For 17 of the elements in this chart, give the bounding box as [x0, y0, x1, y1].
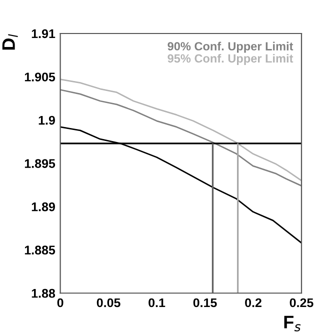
text: 90% Conf. Upper Limit	[168, 42, 294, 53]
text: 95% Conf. Upper Limit	[168, 54, 294, 65]
y-tick-label: 1.895	[24, 159, 56, 168]
y-tick-label: 1.885	[24, 246, 56, 255]
y-tick-label: 1.9	[38, 116, 55, 125]
x-tick-label: 0	[57, 298, 64, 308]
x-axis-title: F$_{s}$	[284, 316, 301, 332]
y-tick-label: 1.88	[32, 288, 56, 298]
y-tick-label: 1.905	[24, 72, 56, 82]
y-tick-label: 1.91	[32, 29, 56, 38]
x-tick-label: 0.15	[193, 298, 217, 308]
y-axis-title: D$_{l}$	[2, 34, 18, 50]
x-tick-label: 0.2	[245, 298, 262, 308]
x-tick-label: 0.25	[290, 298, 314, 308]
x-tick-label: 0.1	[148, 298, 166, 308]
x-tick-label: 0.05	[96, 298, 120, 308]
y-tick-label: 1.89	[32, 202, 55, 212]
